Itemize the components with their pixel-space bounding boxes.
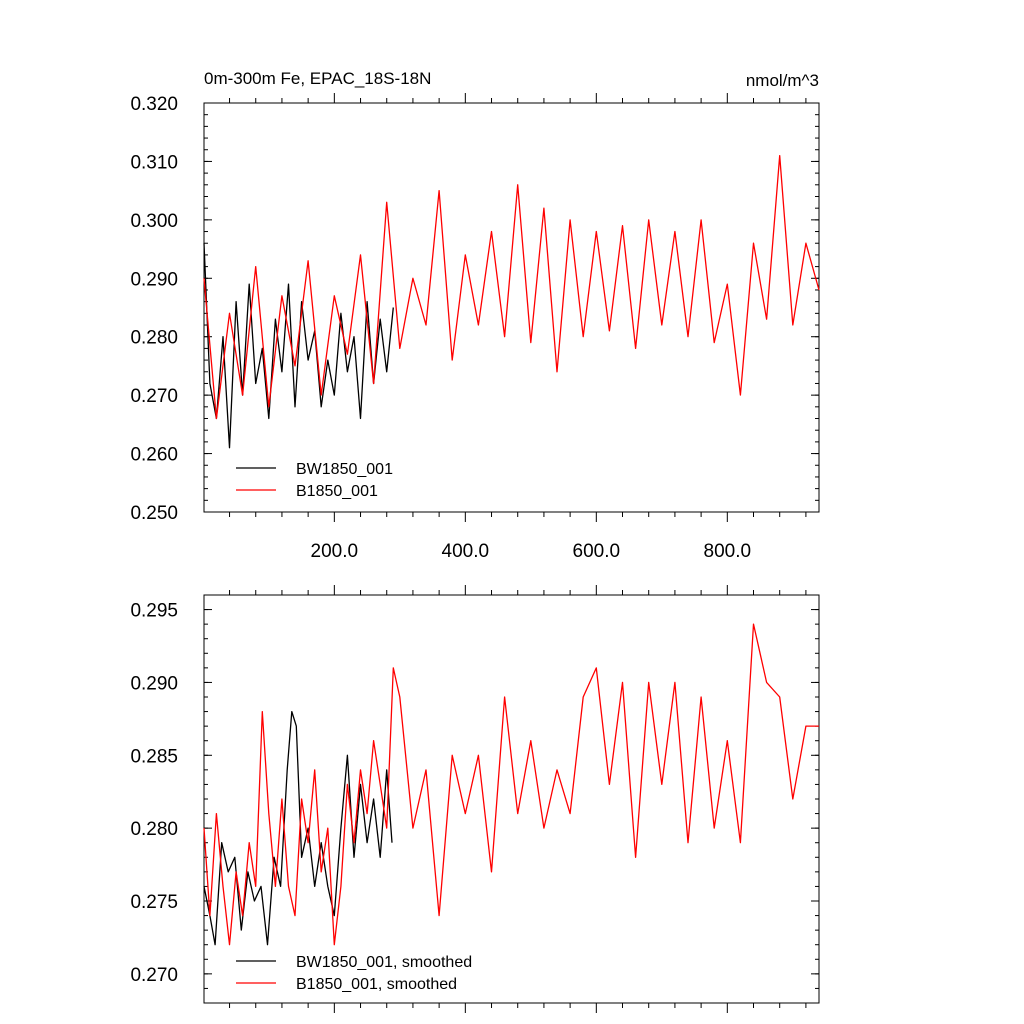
bottom-series-line-1 <box>203 623 819 946</box>
top-series-line-1 <box>203 154 820 420</box>
top-y-tick-label: 0.270 <box>130 386 178 407</box>
top-series-line-0 <box>203 243 394 449</box>
bottom-panel: 0.270 0.275 0.280 0.285 0.290 0.295 BW1850_00… <box>130 585 820 1013</box>
top-units-label: nmol/m^3 <box>746 71 819 90</box>
bottom-legend-label-1: B1850_001, smoothed <box>296 976 457 993</box>
top-y-tick-label: 0.260 <box>130 445 178 466</box>
bottom-legend-label-0: BW1850_001, smoothed <box>296 954 472 971</box>
top-y-tick-label: 0.320 <box>130 94 178 115</box>
top-y-tick-label: 0.300 <box>130 211 178 232</box>
bottom-series-line-0 <box>203 710 393 946</box>
top-x-tick-label: 600.0 <box>573 541 621 562</box>
bottom-y-tick-label: 0.270 <box>130 965 178 986</box>
top-y-tick-label: 0.280 <box>130 328 178 349</box>
top-x-tick-label: 800.0 <box>704 541 752 562</box>
top-legend: BW1850_001 B1850_001 <box>236 461 393 500</box>
top-series-group <box>203 154 820 449</box>
bottom-axis-ticks <box>204 585 819 1013</box>
bottom-legend: BW1850_001, smoothed B1850_001, smoothed <box>236 954 472 993</box>
top-x-tick-labels: 200.0 400.0 600.0 800.0 <box>311 541 752 562</box>
bottom-y-tick-label: 0.285 <box>130 746 178 767</box>
bottom-y-tick-label: 0.280 <box>130 819 178 840</box>
bottom-plot-frame <box>203 594 820 1004</box>
top-legend-label-0: BW1850_001 <box>296 461 393 478</box>
bottom-y-tick-labels: 0.270 0.275 0.280 0.285 0.290 0.295 <box>130 601 178 986</box>
top-x-tick-label: 400.0 <box>442 541 490 562</box>
top-legend-label-1: B1850_001 <box>296 483 378 500</box>
top-y-tick-label: 0.290 <box>130 269 178 290</box>
bottom-y-tick-label: 0.275 <box>130 892 178 913</box>
top-axis-ticks <box>204 93 819 522</box>
top-y-tick-label: 0.310 <box>130 152 178 173</box>
bottom-y-tick-label: 0.290 <box>130 673 178 694</box>
bottom-y-tick-label: 0.295 <box>130 601 178 622</box>
top-chart-title: 0m-300m Fe, EPAC_18S-18N <box>204 69 431 88</box>
top-y-tick-label: 0.250 <box>130 503 178 524</box>
top-x-tick-label: 200.0 <box>311 541 359 562</box>
top-panel: 0.250 0.260 0.270 0.280 0.290 0.300 0.310 0.320… <box>130 69 820 562</box>
top-y-tick-labels: 0.250 0.260 0.270 0.280 0.290 0.300 0.310 0.320 <box>130 94 178 524</box>
bottom-series-group <box>203 623 819 946</box>
top-plot-frame <box>203 102 820 513</box>
